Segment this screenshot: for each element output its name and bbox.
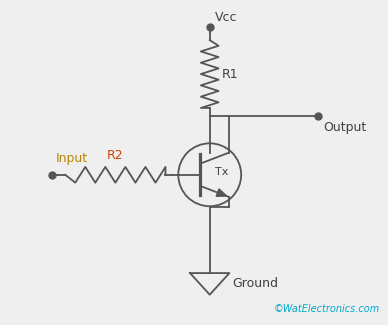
Text: R2: R2 [107, 149, 124, 162]
Text: Output: Output [323, 121, 366, 134]
Text: Tx: Tx [215, 167, 228, 177]
Text: Ground: Ground [232, 278, 278, 291]
Polygon shape [216, 189, 227, 196]
Text: Vcc: Vcc [215, 11, 237, 24]
Text: R1: R1 [222, 68, 238, 81]
Text: ©WatElectronics.com: ©WatElectronics.com [274, 304, 380, 314]
Text: Input: Input [55, 152, 88, 165]
